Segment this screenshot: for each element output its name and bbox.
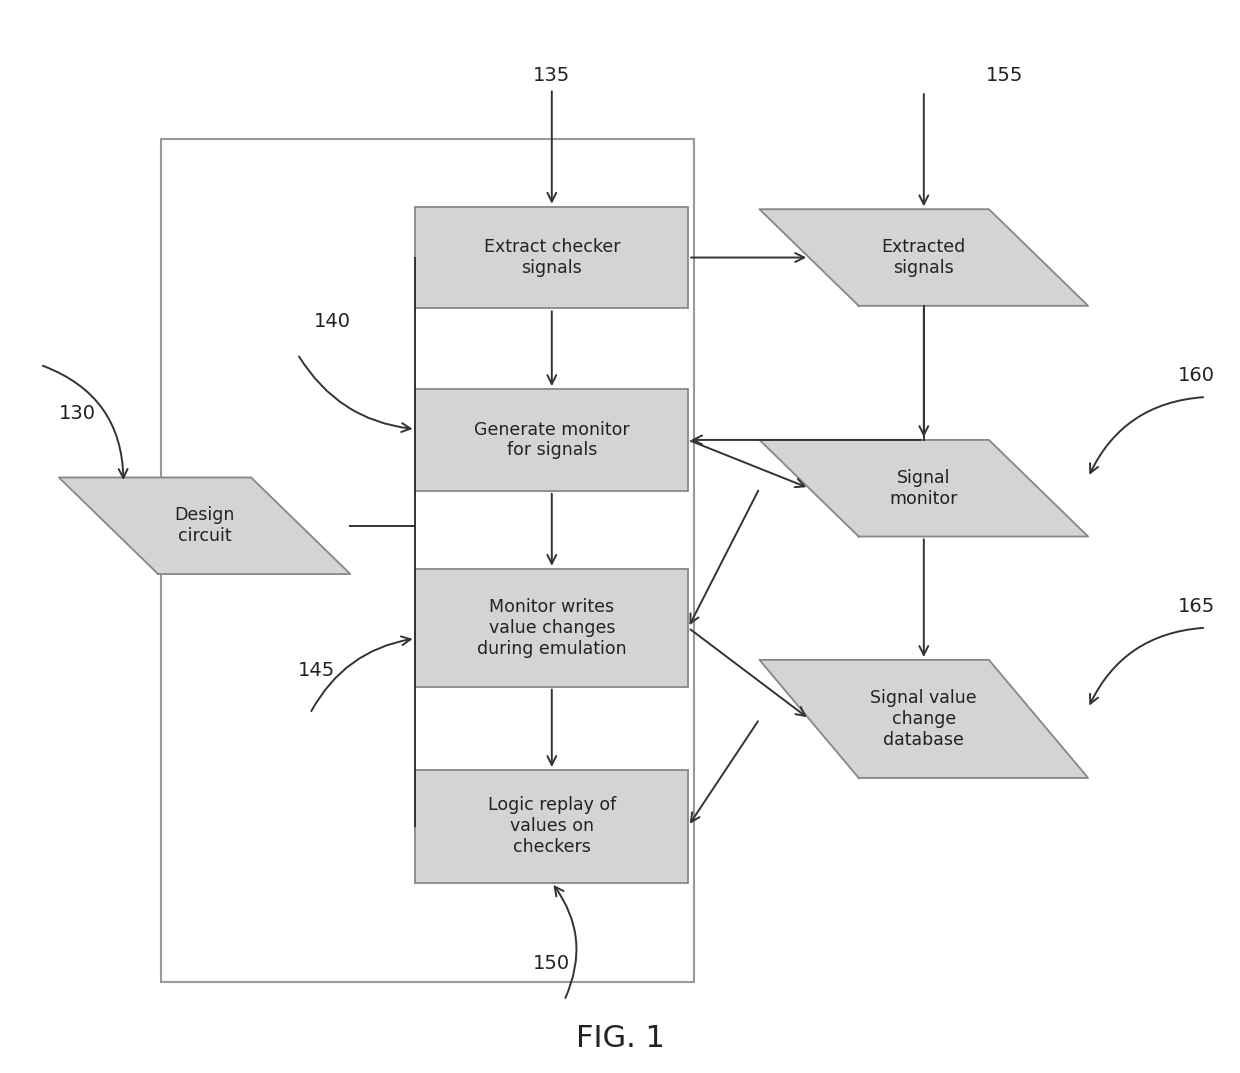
Bar — [415, 770, 688, 882]
Polygon shape — [60, 477, 350, 574]
Text: 130: 130 — [58, 403, 95, 423]
Text: 155: 155 — [986, 65, 1023, 85]
Polygon shape — [759, 660, 1089, 778]
Text: Extract checker
signals: Extract checker signals — [484, 238, 620, 277]
Text: 145: 145 — [298, 661, 335, 680]
Text: Logic replay of
values on
checkers: Logic replay of values on checkers — [487, 796, 616, 856]
Text: Generate monitor
for signals: Generate monitor for signals — [474, 421, 630, 459]
Text: Design
circuit: Design circuit — [175, 506, 234, 545]
Text: Monitor writes
value changes
during emulation: Monitor writes value changes during emul… — [477, 598, 626, 658]
Bar — [415, 206, 688, 309]
Text: 150: 150 — [533, 954, 570, 973]
Text: FIG. 1: FIG. 1 — [575, 1024, 665, 1054]
Bar — [161, 139, 694, 982]
Text: Signal value
change
database: Signal value change database — [870, 689, 977, 749]
Text: 165: 165 — [1178, 597, 1215, 616]
Bar — [415, 389, 688, 491]
Text: Extracted
signals: Extracted signals — [882, 238, 966, 277]
Polygon shape — [759, 440, 1089, 536]
Text: Signal
monitor: Signal monitor — [889, 469, 959, 508]
Text: 135: 135 — [533, 65, 570, 85]
Text: 160: 160 — [1178, 366, 1215, 385]
Bar — [415, 569, 688, 687]
Polygon shape — [759, 209, 1089, 306]
Text: 140: 140 — [314, 312, 351, 332]
